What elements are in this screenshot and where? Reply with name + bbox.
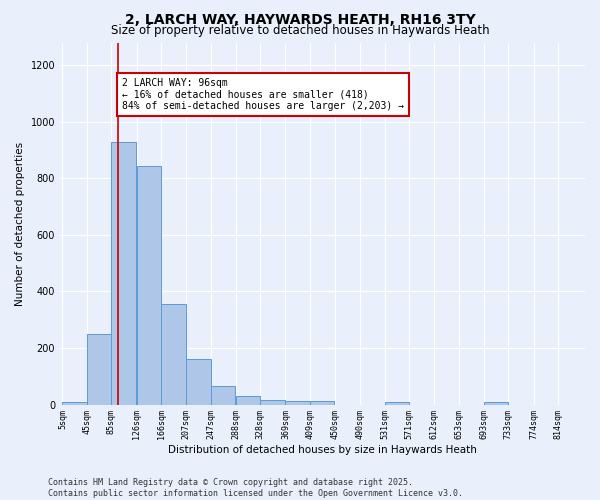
Bar [260, 400, 285, 404]
Bar [87, 334, 112, 404]
Bar [484, 402, 508, 404]
Text: 2 LARCH WAY: 96sqm
← 16% of detached houses are smaller (418)
84% of semi-detach: 2 LARCH WAY: 96sqm ← 16% of detached hou… [122, 78, 404, 111]
Bar [186, 360, 211, 405]
Bar [62, 402, 87, 404]
Bar [161, 304, 185, 404]
Bar [211, 386, 235, 404]
Y-axis label: Number of detached properties: Number of detached properties [15, 142, 25, 306]
Bar [112, 142, 136, 404]
Bar [310, 401, 334, 404]
X-axis label: Distribution of detached houses by size in Haywards Heath: Distribution of detached houses by size … [168, 445, 477, 455]
Text: 2, LARCH WAY, HAYWARDS HEATH, RH16 3TY: 2, LARCH WAY, HAYWARDS HEATH, RH16 3TY [125, 12, 475, 26]
Text: Size of property relative to detached houses in Haywards Heath: Size of property relative to detached ho… [110, 24, 490, 37]
Bar [236, 396, 260, 404]
Bar [385, 402, 409, 404]
Bar [286, 401, 310, 404]
Bar [137, 166, 161, 404]
Text: Contains HM Land Registry data © Crown copyright and database right 2025.
Contai: Contains HM Land Registry data © Crown c… [48, 478, 463, 498]
